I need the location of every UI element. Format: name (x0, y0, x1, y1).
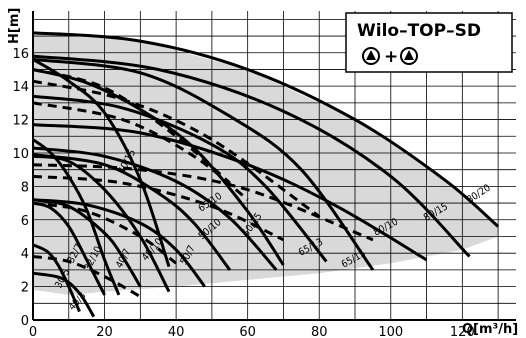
x-tick-label: 20 (96, 325, 113, 338)
title-box (345, 12, 513, 73)
pump-curve-50-15 (32, 68, 285, 266)
x-axis-label: Q[m³/h] (462, 322, 518, 337)
y-tick-label: 0 (21, 314, 29, 329)
plus-sign: + (384, 47, 398, 67)
pump-curve-80-15 (32, 54, 471, 258)
pump-curve-40-15 (32, 58, 171, 268)
dashed-curve-regulation (32, 68, 231, 185)
pump-symbol-left-icon (362, 47, 380, 65)
dashed-curve-regulation (32, 174, 285, 242)
dashed-curve-regulation (32, 163, 374, 242)
x-tick-label: 100 (378, 325, 403, 338)
y-tick-label: 8 (21, 180, 29, 195)
x-tick-label: 40 (168, 325, 185, 338)
y-tick-label: 14 (12, 80, 29, 95)
y-tick-label: 4 (21, 247, 29, 262)
pump-curve-40-3 (32, 271, 96, 318)
dashed-curve-regulation (32, 255, 142, 298)
pump-symbol-right-icon (400, 47, 418, 65)
pump-curve-32-10 (32, 138, 121, 296)
pump-curve-65-10 (32, 146, 278, 271)
x-tick-label: 80 (311, 325, 328, 338)
y-tick-label: 2 (21, 281, 29, 296)
pump-curve-50-10 (32, 153, 231, 271)
pump-curve-40-7 (32, 198, 142, 288)
chart-title: Wilo–TOP–SD (357, 21, 481, 41)
y-tick-label: 12 (12, 114, 29, 129)
y-axis-label: H[m] (7, 8, 22, 44)
pump-curve-80-20 (32, 31, 500, 228)
pump-curve-65-13 (32, 94, 328, 263)
x-tick-label: 0 (29, 325, 37, 338)
dashed-curve-regulation (32, 101, 249, 201)
dashed-curve-regulation (32, 201, 178, 265)
pump-curves (32, 31, 500, 318)
pump-curve-65-15 (32, 57, 375, 271)
x-tick-label: 60 (239, 325, 256, 338)
pump-curve-30-5 (32, 243, 81, 313)
axes: 0 20 40 60 80 100 120 0 2 4 6 8 10 12 14 16 (12, 11, 516, 338)
y-tick-label: 16 (12, 47, 29, 62)
y-tick-label: 6 (21, 214, 29, 229)
pump-curve-50-7 (32, 198, 206, 288)
y-tick-label: 10 (12, 147, 29, 162)
x-tick-label: 120 (450, 325, 475, 338)
